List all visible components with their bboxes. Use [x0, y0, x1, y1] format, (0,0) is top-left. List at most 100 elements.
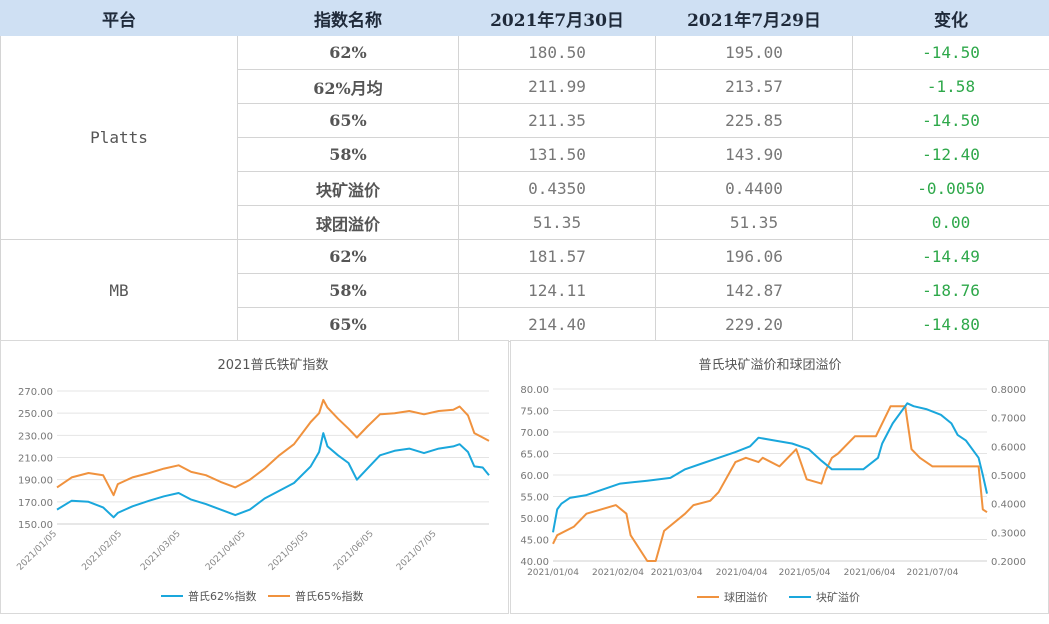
jul29-cell: 196.06 — [655, 239, 853, 274]
y-tick-label: 65.00 — [520, 450, 549, 461]
x-tick-label: 2021/01/05 — [15, 529, 59, 573]
y-tick-label: 80.00 — [520, 385, 549, 396]
jul30-cell: 124.11 — [458, 273, 656, 308]
header-index-name: 指数名称 — [237, 0, 459, 36]
x-tick-label: 2021/01/04 — [527, 568, 579, 578]
jul30-cell: 214.40 — [458, 307, 656, 342]
price-table: 平台 指数名称 2021年7月30日 2021年7月29日 变化 Platts … — [0, 0, 1049, 342]
index-name-cell: 62%月均 — [237, 69, 459, 104]
index-name-cell: 65% — [237, 307, 459, 342]
y-tick-label: 170.00 — [18, 498, 53, 509]
jul30-cell: 211.35 — [458, 103, 656, 138]
x-tick-label: 2021/06/05 — [332, 529, 376, 573]
jul29-cell: 229.20 — [655, 307, 853, 342]
x-tick-label: 2021/05/04 — [779, 568, 831, 578]
jul30-cell: 180.50 — [458, 35, 656, 70]
y2-tick-label: 0.7000 — [991, 414, 1026, 425]
jul30-cell: 211.99 — [458, 69, 656, 104]
premium-chart: 普氏块矿溢价和球团溢价 40.00 45.00 50.00 55.00 60.00 65.0… — [520, 358, 1026, 604]
change-cell: 0.00 — [852, 205, 1049, 240]
y-tick-label: 250.00 — [18, 409, 53, 420]
y-tick-label: 270.00 — [18, 387, 53, 398]
index-name-cell: 62% — [237, 239, 459, 274]
table-row: 块矿溢价 0.4350 0.4400 -0.0050 — [1, 171, 1049, 206]
table-row: MB 62% 181.57 196.06 -14.49 — [0, 239, 1049, 342]
legend-label: 普氏65%指数 — [295, 589, 363, 603]
change-cell: -18.76 — [852, 273, 1049, 308]
y-tick-label: 150.00 — [18, 520, 53, 531]
y-tick-label: 45.00 — [520, 536, 549, 547]
table-row: 65% 214.40 229.20 -14.80 — [1, 307, 1049, 342]
y-tick-label: 210.00 — [18, 454, 53, 465]
jul29-cell: 195.00 — [655, 35, 853, 70]
index-name-cell: 62% — [237, 35, 459, 70]
jul29-cell: 142.87 — [655, 273, 853, 308]
y-tick-label: 40.00 — [520, 557, 549, 568]
platts-index-chart: 2021普氏铁矿指数 150.00 170.00 190.00 210.00 230.00… — [15, 358, 490, 603]
header-change: 变化 — [852, 0, 1049, 36]
table-header-row: 平台 指数名称 2021年7月30日 2021年7月29日 变化 — [0, 0, 1049, 36]
table-row: 62%月均 211.99 213.57 -1.58 — [1, 69, 1049, 104]
series-line — [56, 398, 490, 497]
x-tick-label: 2021/02/05 — [80, 529, 124, 573]
series-line — [56, 432, 490, 519]
y2-tick-label: 0.2000 — [991, 557, 1026, 568]
table-row: 球团溢价 51.35 51.35 0.00 — [1, 205, 1049, 240]
y2-tick-label: 0.3000 — [991, 528, 1026, 539]
jul29-cell: 213.57 — [655, 69, 853, 104]
jul29-cell: 143.90 — [655, 137, 853, 172]
x-tick-label: 2021/07/04 — [907, 568, 959, 578]
change-cell: -14.49 — [852, 239, 1049, 274]
series-line — [552, 402, 988, 533]
series-line — [552, 405, 988, 562]
premium-chart-panel: 普氏块矿溢价和球团溢价 40.00 45.00 50.00 55.00 60.00 65.0… — [510, 340, 1049, 614]
chart-title: 普氏块矿溢价和球团溢价 — [698, 358, 841, 373]
index-name-cell: 58% — [237, 273, 459, 308]
jul30-cell: 51.35 — [458, 205, 656, 240]
change-cell: -1.58 — [852, 69, 1049, 104]
x-tick-label: 2021/02/04 — [592, 568, 644, 578]
y2-tick-label: 0.4000 — [991, 500, 1026, 511]
platform-cell-platts: Platts — [0, 35, 238, 240]
change-cell: -14.80 — [852, 307, 1049, 342]
jul29-cell: 0.4400 — [655, 171, 853, 206]
legend-label: 普氏62%指数 — [188, 589, 256, 603]
y-tick-label: 60.00 — [520, 471, 549, 482]
platform-cell-mb: MB — [0, 239, 238, 342]
x-tick-label: 2021/04/04 — [716, 568, 768, 578]
x-tick-label: 2021/06/04 — [844, 568, 896, 578]
change-cell: -12.40 — [852, 137, 1049, 172]
table-row: 58% 131.50 143.90 -12.40 — [1, 137, 1049, 172]
y-tick-label: 230.00 — [18, 431, 53, 442]
y2-tick-label: 0.6000 — [991, 442, 1026, 453]
jul29-cell: 51.35 — [655, 205, 853, 240]
jul30-cell: 0.4350 — [458, 171, 656, 206]
platts-index-chart-panel: 2021普氏铁矿指数 150.00 170.00 190.00 210.00 230.00… — [0, 340, 509, 614]
y-tick-label: 55.00 — [520, 493, 549, 504]
chart-title: 2021普氏铁矿指数 — [217, 358, 328, 373]
change-cell: -14.50 — [852, 35, 1049, 70]
legend-label: 球团溢价 — [724, 590, 768, 604]
table-row: Platts 62% 180.50 195.00 -14.50 — [0, 35, 1049, 240]
index-name-cell: 块矿溢价 — [237, 171, 459, 206]
y-tick-label: 70.00 — [520, 428, 549, 439]
table-row: 58% 124.11 142.87 -18.76 — [1, 273, 1049, 308]
header-platform: 平台 — [0, 0, 238, 36]
table-row: 65% 211.35 225.85 -14.50 — [1, 103, 1049, 138]
jul30-cell: 181.57 — [458, 239, 656, 274]
change-cell: -0.0050 — [852, 171, 1049, 206]
index-name-cell: 58% — [237, 137, 459, 172]
legend-label: 块矿溢价 — [816, 590, 860, 604]
y-tick-label: 190.00 — [18, 476, 53, 487]
y-tick-label: 50.00 — [520, 514, 549, 525]
y2-tick-label: 0.8000 — [991, 385, 1026, 396]
x-tick-label: 2021/05/05 — [267, 529, 311, 573]
x-tick-label: 2021/03/04 — [651, 568, 703, 578]
change-cell: -14.50 — [852, 103, 1049, 138]
jul29-cell: 225.85 — [655, 103, 853, 138]
x-tick-label: 2021/03/05 — [139, 529, 183, 573]
index-name-cell: 球团溢价 — [237, 205, 459, 240]
header-jul30: 2021年7月30日 — [458, 0, 656, 36]
y-tick-label: 75.00 — [520, 407, 549, 418]
x-tick-label: 2021/07/05 — [395, 529, 439, 573]
